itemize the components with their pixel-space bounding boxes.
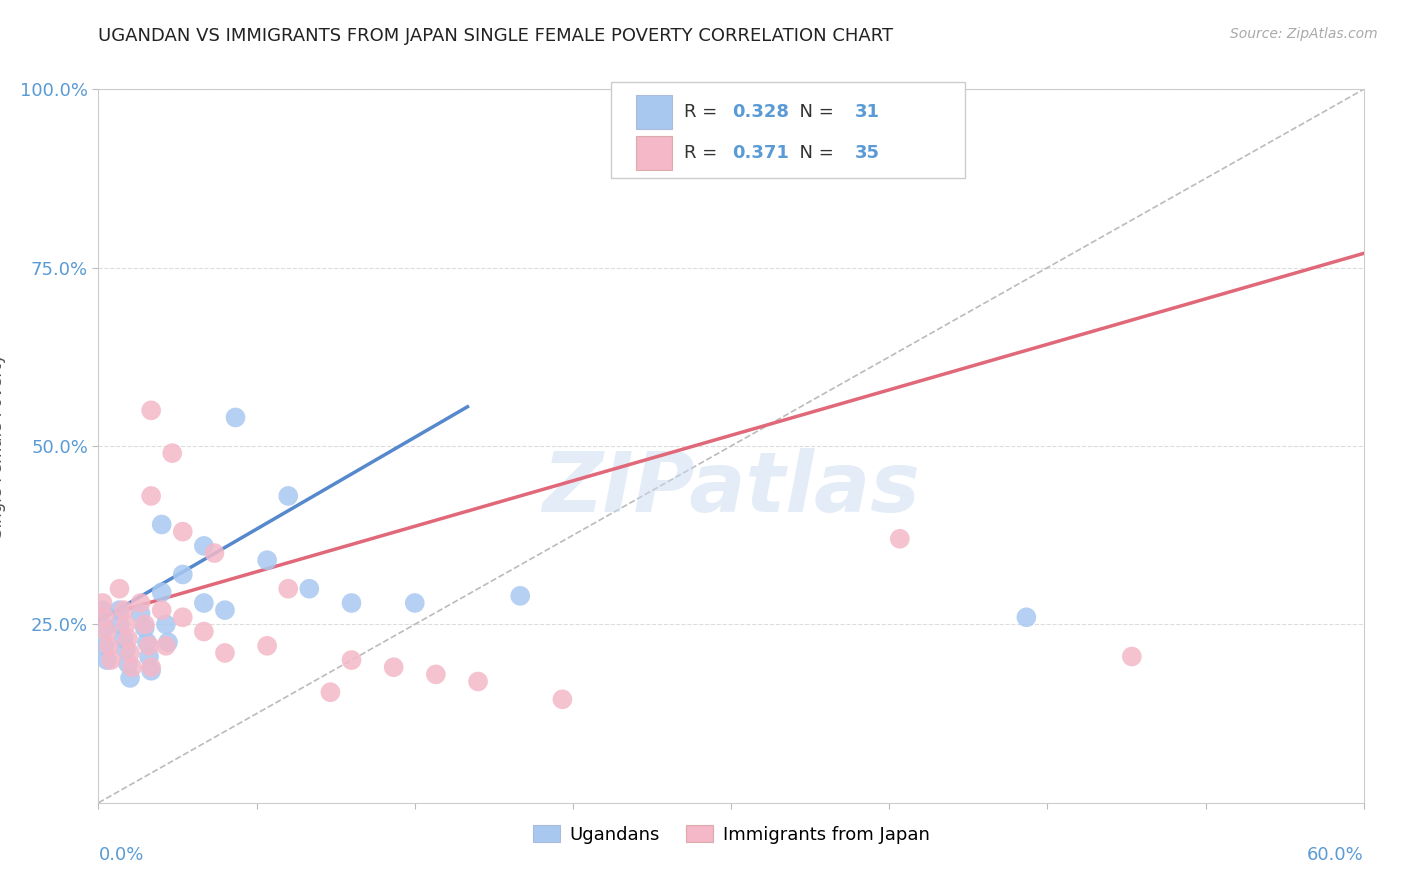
Point: [129, 607, 152, 621]
Point: [100, 653, 122, 667]
Point: [155, 617, 177, 632]
Point: [134, 621, 156, 635]
Text: ZIPatlas: ZIPatlas: [543, 449, 920, 529]
Text: 35: 35: [855, 145, 880, 162]
Point: [382, 660, 405, 674]
Point: [319, 685, 342, 699]
Point: [96, 653, 118, 667]
Point: [96, 624, 118, 639]
FancyBboxPatch shape: [610, 82, 966, 178]
Point: [340, 596, 363, 610]
Point: [157, 635, 180, 649]
Text: N =: N =: [789, 145, 839, 162]
Text: R =: R =: [685, 145, 723, 162]
Point: [117, 632, 139, 646]
Point: [404, 596, 426, 610]
Y-axis label: Single Female Poverty: Single Female Poverty: [0, 354, 6, 538]
Point: [193, 624, 215, 639]
Point: [150, 517, 173, 532]
Legend: Ugandans, Immigrants from Japan: Ugandans, Immigrants from Japan: [526, 818, 936, 851]
Point: [225, 410, 247, 425]
Point: [509, 589, 531, 603]
Text: UGANDAN VS IMMIGRANTS FROM JAPAN SINGLE FEMALE POVERTY CORRELATION CHART: UGANDAN VS IMMIGRANTS FROM JAPAN SINGLE …: [98, 27, 894, 45]
FancyBboxPatch shape: [636, 136, 672, 170]
Text: 0.328: 0.328: [733, 103, 789, 121]
Point: [120, 646, 141, 660]
Point: [298, 582, 321, 596]
Point: [277, 582, 299, 596]
Point: [214, 603, 236, 617]
Text: 60.0%: 60.0%: [1308, 846, 1364, 863]
Point: [117, 657, 139, 671]
Point: [1015, 610, 1038, 624]
Text: R =: R =: [685, 103, 723, 121]
FancyBboxPatch shape: [636, 95, 672, 129]
Point: [162, 446, 183, 460]
Point: [172, 610, 194, 624]
Point: [1121, 649, 1143, 664]
Point: [277, 489, 299, 503]
Text: 0.0%: 0.0%: [98, 846, 143, 863]
Point: [91, 596, 114, 610]
Text: N =: N =: [789, 103, 839, 121]
Text: Source: ZipAtlas.com: Source: ZipAtlas.com: [1230, 27, 1378, 41]
Point: [108, 603, 131, 617]
Point: [193, 596, 215, 610]
Point: [155, 639, 177, 653]
Point: [93, 621, 117, 635]
Point: [115, 642, 138, 657]
Text: 0.371: 0.371: [733, 145, 789, 162]
Point: [214, 646, 236, 660]
Point: [98, 639, 121, 653]
Point: [425, 667, 447, 681]
Point: [120, 671, 141, 685]
Point: [112, 603, 135, 617]
Point: [172, 567, 194, 582]
Point: [141, 403, 163, 417]
Point: [138, 639, 160, 653]
Point: [108, 617, 131, 632]
Point: [467, 674, 489, 689]
Point: [91, 603, 114, 617]
Point: [172, 524, 194, 539]
Point: [112, 632, 135, 646]
Point: [129, 596, 152, 610]
Point: [256, 639, 278, 653]
Point: [150, 585, 173, 599]
Text: 31: 31: [855, 103, 880, 121]
Point: [134, 617, 156, 632]
Point: [93, 610, 117, 624]
Point: [93, 639, 117, 653]
Point: [551, 692, 574, 706]
Point: [121, 660, 143, 674]
Point: [138, 649, 160, 664]
Point: [141, 664, 163, 678]
Point: [256, 553, 278, 567]
Point: [141, 489, 163, 503]
Point: [141, 660, 163, 674]
Point: [889, 532, 911, 546]
Point: [108, 582, 131, 596]
Point: [204, 546, 226, 560]
Point: [150, 603, 173, 617]
Point: [340, 653, 363, 667]
Point: [115, 617, 138, 632]
Point: [136, 635, 159, 649]
Point: [193, 539, 215, 553]
